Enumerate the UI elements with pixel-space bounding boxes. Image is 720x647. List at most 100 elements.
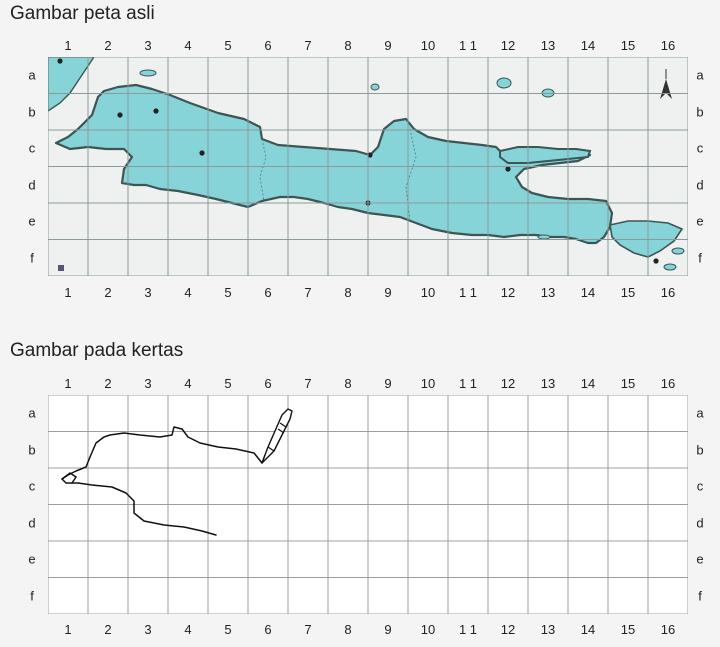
column-label: 1 (64, 38, 72, 53)
row-label: d (28, 177, 36, 193)
paper-grid (48, 395, 688, 614)
sketch-line (61, 426, 263, 536)
column-label: 1 (64, 622, 72, 637)
column-label: 15 (620, 285, 636, 300)
row-label: e (696, 551, 704, 567)
column-label: 15 (620, 376, 636, 391)
column-label: 10 (420, 38, 436, 53)
column-label: 1 (64, 285, 72, 300)
column-label: 15 (620, 38, 636, 53)
column-label: 3 (144, 622, 152, 637)
column-label: 9 (384, 285, 392, 300)
row-label: d (696, 177, 704, 193)
column-label: 9 (384, 622, 392, 637)
column-label: 12 (500, 376, 516, 391)
column-label: 5 (224, 376, 232, 391)
column-label: 2 (104, 622, 112, 637)
column-label: 2 (104, 285, 112, 300)
row-label: f (698, 250, 702, 266)
column-label: 5 (224, 622, 232, 637)
row-label: a (696, 405, 704, 421)
column-label: 10 (420, 285, 436, 300)
column-label: 5 (224, 285, 232, 300)
city-marker (367, 152, 373, 158)
column-label: 10 (420, 376, 436, 391)
column-label: 16 (660, 376, 676, 391)
paper-drawing-title: Gambar pada kertas (10, 340, 184, 361)
column-label: 3 (144, 376, 152, 391)
legend-swatch (58, 265, 64, 271)
column-label: 8 (344, 376, 352, 391)
column-label: 12 (500, 38, 516, 53)
row-label: a (28, 67, 36, 83)
row-label: c (696, 140, 704, 156)
column-label: 16 (660, 38, 676, 53)
small-island (671, 247, 685, 255)
fountain-pen-icon (261, 408, 293, 464)
row-label: c (28, 140, 36, 156)
column-label: 5 (224, 38, 232, 53)
small-island (537, 234, 551, 240)
column-label: 7 (304, 38, 312, 53)
city-marker (199, 150, 205, 156)
city-marker (153, 108, 159, 114)
column-label: 10 (420, 622, 436, 637)
column-label: 8 (344, 38, 352, 53)
original-map-title: Gambar peta asli (10, 3, 155, 24)
sketch-line (61, 472, 78, 484)
column-label: 14 (580, 622, 596, 637)
column-label: 1 1 (458, 285, 478, 300)
original-map-grid (48, 57, 688, 276)
column-label: 3 (144, 38, 152, 53)
column-label: 12 (500, 285, 516, 300)
original-map (48, 57, 688, 276)
row-label: d (28, 515, 36, 531)
row-label: c (28, 478, 36, 494)
column-label: 8 (344, 622, 352, 637)
column-label: 2 (104, 376, 112, 391)
small-island (370, 83, 380, 91)
column-label: 9 (384, 376, 392, 391)
column-label: 12 (500, 622, 516, 637)
column-label: 14 (580, 38, 596, 53)
column-label: 6 (264, 285, 272, 300)
small-island (496, 77, 512, 89)
column-label: 14 (580, 285, 596, 300)
column-label: 7 (304, 376, 312, 391)
paper-drawing (48, 395, 688, 614)
column-label: 7 (304, 622, 312, 637)
row-label: b (28, 442, 36, 458)
row-label: d (696, 515, 704, 531)
row-label: e (28, 213, 36, 229)
small-island (663, 263, 677, 271)
row-label: b (28, 104, 36, 120)
column-label: 1 (64, 376, 72, 391)
column-label: 14 (580, 376, 596, 391)
column-label: 7 (304, 285, 312, 300)
column-label: 6 (264, 622, 272, 637)
column-label: 4 (184, 622, 192, 637)
column-label: 13 (540, 285, 556, 300)
row-label: f (698, 588, 702, 604)
row-label: c (696, 478, 704, 494)
row-label: b (696, 104, 704, 120)
sumatra-tip (48, 57, 95, 112)
small-island (139, 69, 157, 77)
city-marker (653, 258, 659, 264)
column-label: 4 (184, 38, 192, 53)
column-label: 3 (144, 285, 152, 300)
column-label: 13 (540, 622, 556, 637)
row-label: a (28, 405, 36, 421)
column-label: 13 (540, 38, 556, 53)
row-label: a (696, 67, 704, 83)
column-label: 1 1 (458, 38, 478, 53)
column-label: 13 (540, 376, 556, 391)
row-label: e (28, 551, 36, 567)
row-label: e (696, 213, 704, 229)
city-marker (57, 58, 63, 64)
column-label: 1 1 (458, 622, 478, 637)
column-label: 15 (620, 622, 636, 637)
column-label: 2 (104, 38, 112, 53)
column-label: 4 (184, 285, 192, 300)
city-marker (117, 112, 123, 118)
